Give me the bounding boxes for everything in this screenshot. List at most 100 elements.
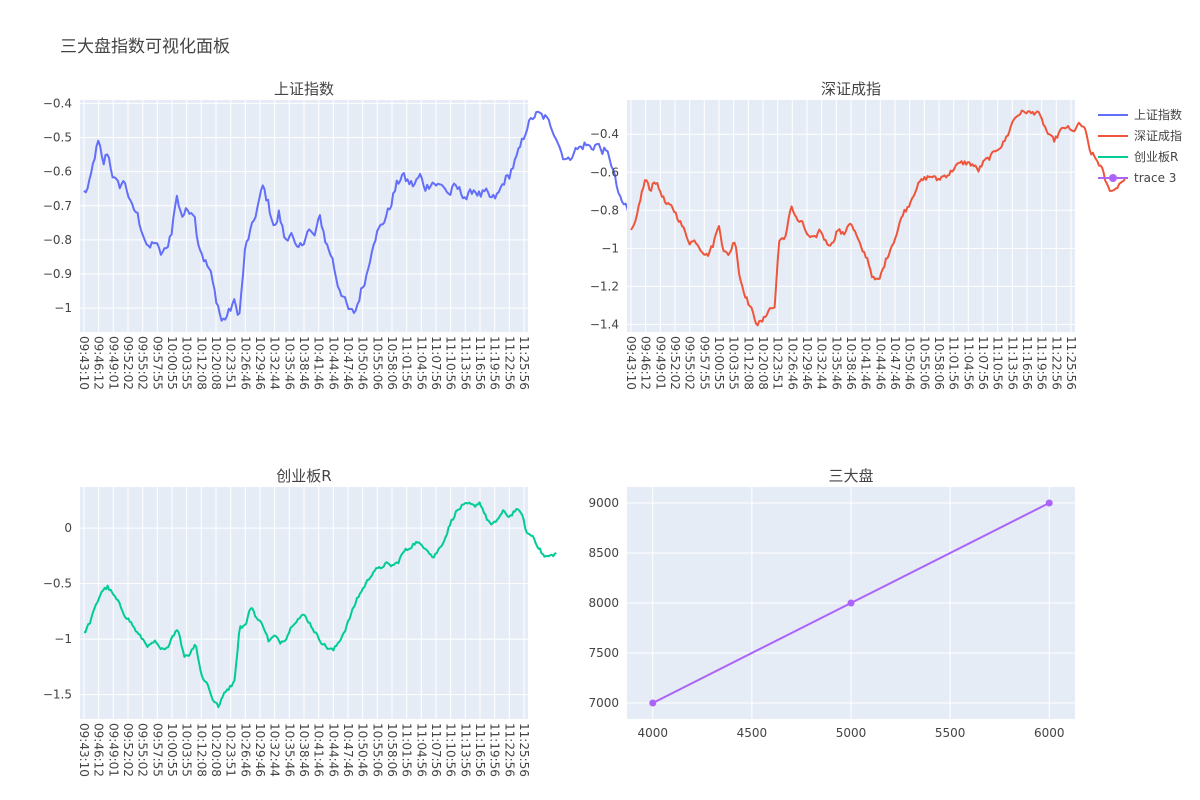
x-tick-label: 10:29:46 [800,336,814,390]
x-tick-label: 09:57:55 [150,723,164,777]
x-tick-label: 09:49:01 [653,336,667,390]
x-tick-label: 10:00:55 [165,723,179,777]
x-tick-label: 10:55:06 [370,336,384,390]
x-tick-label: 11:25:56 [517,336,531,390]
x-tick-label: 11:10:56 [444,336,458,390]
x-tick-label: 10:03:55 [180,336,194,390]
x-tick-label: 10:26:46 [238,336,252,390]
x-tick-label: 11:04:56 [414,336,428,390]
x-tick-label: 10:41:46 [312,336,326,390]
x-tick-label: 10:50:46 [903,336,917,390]
x-tick-label: 11:01:56 [400,336,414,390]
y-tick-label: −0.6 [43,165,72,179]
x-tick-label: 10:12:08 [194,723,208,777]
x-tick-label: 10:44:46 [326,336,340,390]
x-tick-label: 11:19:56 [488,336,502,390]
x-tick-label: 11:07:56 [429,336,443,390]
legend-label: 深证成指 [1134,129,1183,143]
x-tick-label: 10:35:46 [282,336,296,390]
x-tick-label: 11:13:56 [458,336,472,390]
x-tick-label: 10:29:46 [253,723,267,777]
x-tick-label: 10:20:08 [209,336,223,390]
x-tick-label: 09:57:55 [697,336,711,390]
y-tick-label: −0.6 [590,165,619,179]
x-tick-label: 11:04:56 [961,336,975,390]
legend-item-shenzhen[interactable]: 深证成指 [1098,125,1182,146]
x-tick-label: 10:50:46 [356,723,370,777]
x-tick-label: 10:12:08 [194,336,208,390]
x-tick-label: 09:43:10 [77,336,91,390]
y-tick-label: −1.5 [43,688,72,702]
series-line [83,110,657,322]
x-tick-label: 10:47:46 [341,723,355,777]
x-tick-label: 11:22:56 [502,723,516,777]
x-tick-label: 09:49:01 [106,336,120,390]
x-tick-label: 10:26:46 [238,723,252,777]
x-tick-label: 09:43:10 [77,723,91,777]
data-point [847,599,855,607]
y-tick-label: 7500 [588,646,619,660]
subplot-title: 创业板R [276,467,331,485]
x-tick-label: 10:23:51 [224,336,238,390]
x-tick-label: 10:41:46 [859,336,873,390]
legend-label: 创业板R [1134,150,1179,164]
x-tick-label: 09:46:12 [92,336,106,390]
x-tick-label: 11:10:56 [991,336,1005,390]
subplot-title: 深证成指 [821,80,881,98]
x-tick-label: 10:20:08 [756,336,770,390]
y-tick-label: −1 [54,301,72,315]
x-tick-label: 10:55:06 [917,336,931,390]
x-tick-label: 10:38:46 [844,336,858,390]
x-tick-label: 10:26:46 [785,336,799,390]
y-tick-label: −0.4 [43,96,72,110]
x-tick-label: 10:44:46 [873,336,887,390]
subplot-title: 上证指数 [274,80,334,98]
x-tick-label: 10:03:55 [727,336,741,390]
x-tick-label: 5500 [935,726,966,740]
x-tick-label: 09:55:02 [683,336,697,390]
y-tick-label: −0.4 [590,127,619,141]
x-tick-label: 11:01:56 [400,723,414,777]
legend-line-icon [1098,152,1128,162]
x-tick-label: 10:58:06 [385,336,399,390]
x-tick-label: 11:22:56 [502,336,516,390]
x-tick-label: 11:19:56 [488,723,502,777]
x-tick-label: 09:52:02 [668,336,682,390]
legend-line-icon [1098,131,1128,141]
x-tick-label: 10:35:46 [829,336,843,390]
legend-item-chinext[interactable]: 创业板R [1098,146,1182,167]
x-tick-label: 11:01:56 [947,336,961,390]
x-tick-label: 10:38:46 [297,336,311,390]
x-tick-label: 09:43:10 [624,336,638,390]
legend-label: trace 3 [1134,170,1177,185]
legend-item-shanghai[interactable]: 上证指数 [1098,104,1182,125]
legend[interactable]: 上证指数 深证成指 创业板R trace 3 [1098,104,1182,188]
y-tick-label: −1.2 [590,279,619,293]
x-tick-label: 10:32:44 [268,723,282,777]
x-tick-label: 11:16:56 [1020,336,1034,390]
x-tick-label: 10:29:46 [253,336,267,390]
dashboard-title: 三大盘指数可视化面板 [60,37,230,57]
x-tick-label: 10:32:44 [268,336,282,390]
x-tick-label: 09:57:55 [150,336,164,390]
legend-line-icon [1098,110,1128,120]
series-line [630,109,1127,327]
x-tick-label: 11:22:56 [1049,336,1063,390]
y-tick-label: 8500 [588,546,619,560]
y-tick-label: 8000 [588,596,619,610]
x-tick-label: 10:35:46 [282,723,296,777]
y-tick-label: −0.8 [43,233,72,247]
data-point [649,699,657,707]
x-tick-label: 10:20:08 [209,723,223,777]
x-tick-label: 10:55:06 [370,723,384,777]
subplot-title: 三大盘 [828,467,873,485]
x-tick-label: 11:13:56 [1005,336,1019,390]
y-tick-label: −0.9 [43,267,72,281]
x-tick-label: 09:46:12 [639,336,653,390]
x-tick-label: 4500 [737,726,768,740]
y-tick-label: −1 [54,632,72,646]
y-tick-label: −0.5 [43,131,72,145]
legend-item-trace3[interactable]: trace 3 [1098,167,1182,188]
y-tick-label: −0.7 [43,199,72,213]
